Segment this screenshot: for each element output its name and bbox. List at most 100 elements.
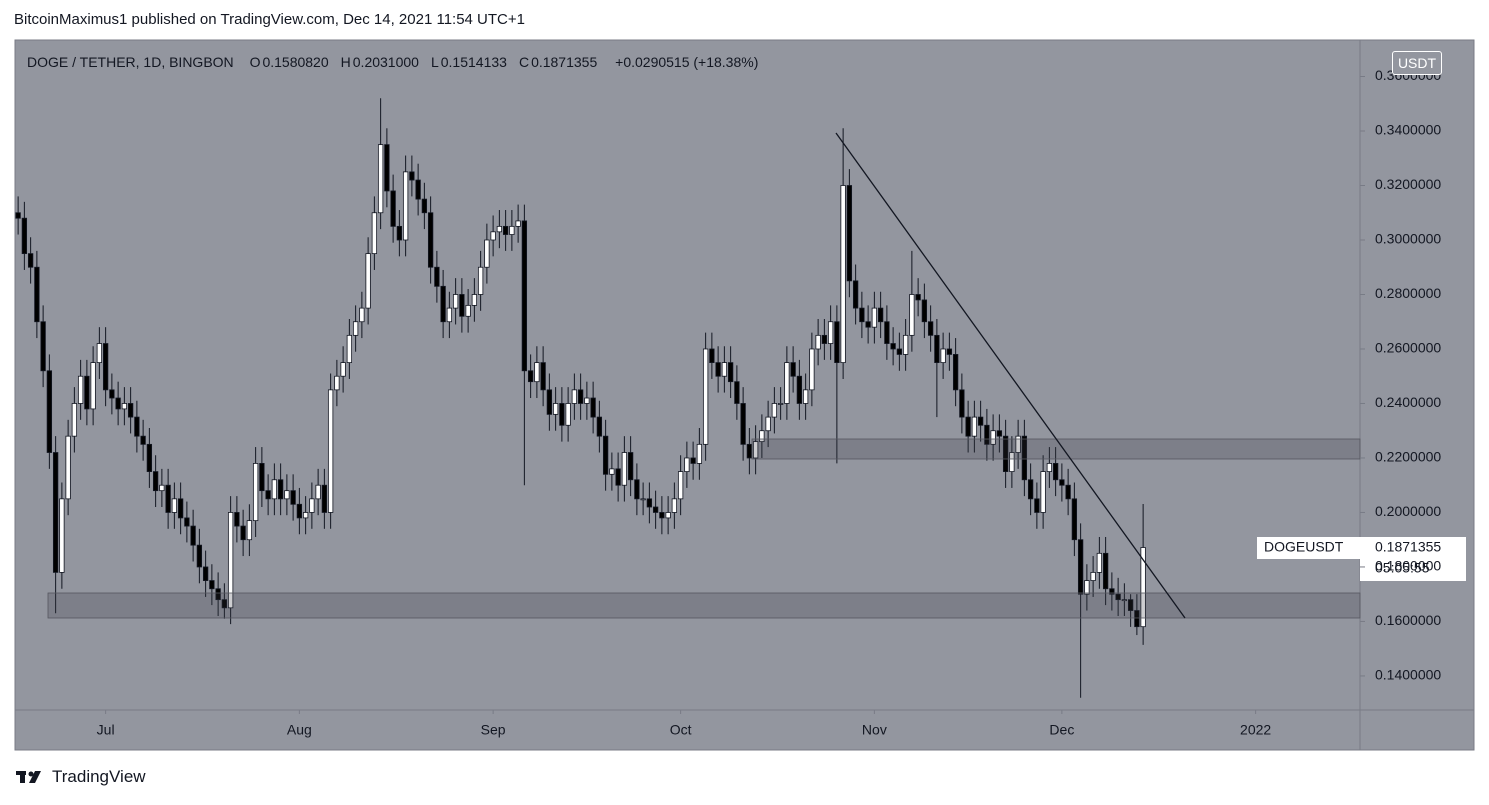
candle-body xyxy=(621,452,628,486)
candle-body xyxy=(540,362,546,391)
candle-body xyxy=(534,362,540,383)
y-tick-label: 0.2000000 xyxy=(1375,503,1441,519)
legend-value: 0.2031000 xyxy=(352,54,419,70)
candle-body xyxy=(952,354,959,391)
candle-body xyxy=(496,225,503,233)
candle-body xyxy=(1084,580,1090,595)
candle-body xyxy=(184,517,190,527)
candle-body xyxy=(615,468,621,486)
candle-body xyxy=(477,266,484,295)
candle-body xyxy=(815,334,821,350)
legend-title: DOGE / TETHER, 1D, BINGBON xyxy=(27,54,234,70)
y-tick-label: 0.2400000 xyxy=(1375,394,1441,410)
change: +0.0290515 (+18.38%) xyxy=(615,54,759,70)
candle-body xyxy=(490,231,496,241)
candle-body xyxy=(865,321,871,328)
candle-body xyxy=(827,321,834,344)
candle-body xyxy=(177,498,184,519)
last-price: 0.1871355 xyxy=(1375,539,1441,555)
candle-body xyxy=(921,299,928,323)
candle-body xyxy=(152,471,159,492)
candle-body xyxy=(1140,547,1146,628)
candle-body xyxy=(521,220,528,372)
candle-body xyxy=(840,185,846,364)
legend-key: H xyxy=(340,54,351,70)
candle-body xyxy=(40,321,46,372)
candle-body xyxy=(527,370,534,383)
candle-body xyxy=(1027,479,1034,500)
candle-body xyxy=(415,179,421,200)
candle-body xyxy=(984,424,990,445)
candle-body xyxy=(252,463,259,522)
candle-body xyxy=(115,397,121,410)
candle-body xyxy=(21,217,28,255)
candle-body xyxy=(465,304,471,317)
candle-body xyxy=(302,512,309,519)
candle-body xyxy=(71,403,78,437)
y-tick-label: 0.2600000 xyxy=(1375,340,1441,356)
candle-body xyxy=(427,212,434,268)
candle-body xyxy=(1134,610,1140,628)
candle-body xyxy=(365,253,371,309)
candle-body xyxy=(327,389,334,513)
candle-body xyxy=(96,343,103,364)
candle-body xyxy=(902,334,909,355)
candle-body xyxy=(146,443,153,472)
candle-body xyxy=(940,348,946,364)
candle-body xyxy=(190,525,196,546)
candle-body xyxy=(315,484,321,500)
candle-body xyxy=(809,348,815,391)
resistance-zone xyxy=(751,438,1361,460)
y-tick-label: 0.2200000 xyxy=(1375,449,1441,465)
candle-body xyxy=(240,525,246,541)
candle-body xyxy=(265,490,271,500)
candle-body xyxy=(884,321,890,344)
candle-body xyxy=(1046,463,1053,472)
candle-body xyxy=(584,397,590,404)
x-tick-label: Sep xyxy=(481,722,506,738)
candle-body xyxy=(1015,435,1021,453)
candle-body xyxy=(821,334,828,344)
candle-body xyxy=(321,484,328,513)
candle-body xyxy=(934,334,940,364)
candle-body xyxy=(640,498,646,501)
candle-body xyxy=(77,375,84,404)
legend-key: O xyxy=(249,54,261,70)
candle-body xyxy=(134,416,140,437)
ohlc: O 0.1580820 H 0.2031000 L 0.1514133 C 0.1871355 xyxy=(240,54,600,70)
candle-body xyxy=(471,294,478,306)
candle-body xyxy=(577,389,584,404)
candle-body xyxy=(659,512,665,519)
candle-body xyxy=(590,397,596,418)
y-tick-label: 0.3400000 xyxy=(1375,122,1441,138)
candle-body xyxy=(259,463,265,492)
chart-background xyxy=(14,39,1475,751)
candle-body xyxy=(990,430,996,445)
candle-body xyxy=(609,468,615,475)
candle-body xyxy=(209,580,215,590)
candle-body xyxy=(702,348,709,445)
candle-body xyxy=(1034,498,1040,513)
legend: DOGE / TETHER, 1D, BINGBON O 0.1580820 H 0.… xyxy=(27,54,760,70)
candle-body xyxy=(396,225,403,241)
candle-body xyxy=(359,307,365,323)
candle-body xyxy=(677,471,684,500)
candle-body xyxy=(1077,539,1084,595)
currency-button[interactable]: USDT xyxy=(1392,51,1442,75)
candle-body xyxy=(596,416,603,437)
candle-body xyxy=(340,362,346,377)
publisher: BitcoinMaximus1 published on TradingView… xyxy=(14,11,525,28)
candle-body xyxy=(752,441,759,459)
support-zone xyxy=(47,592,1361,619)
candle-body xyxy=(1059,479,1065,486)
candle-body xyxy=(571,389,578,404)
candle-body xyxy=(627,452,634,481)
candle-body xyxy=(665,512,671,519)
candle-body xyxy=(84,375,90,410)
candle-body xyxy=(965,416,971,437)
candle-body xyxy=(846,185,853,282)
candle-body xyxy=(377,144,384,214)
candle-body xyxy=(277,479,284,500)
trend-line xyxy=(835,132,1186,619)
